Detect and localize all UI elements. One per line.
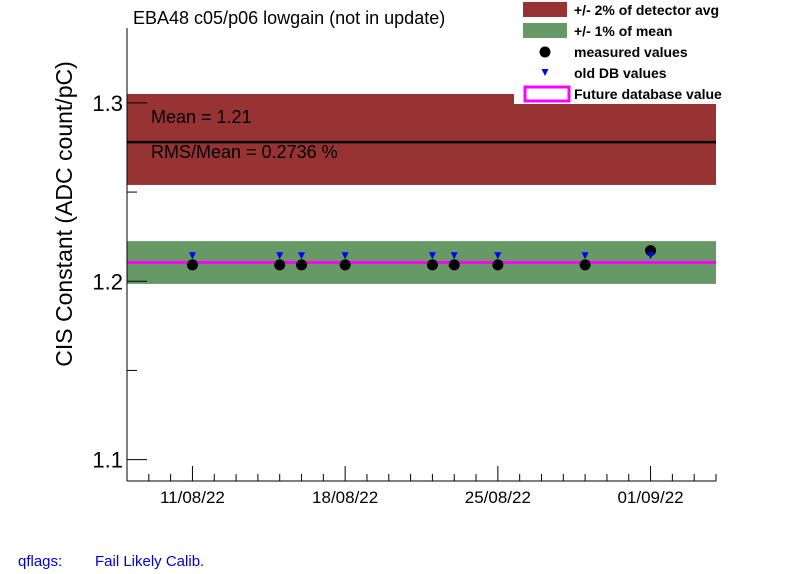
mean-annotation: Mean = 1.21 [151,107,252,127]
y-tick-label: 1.3 [92,91,123,116]
x-tick-label: 01/09/22 [617,488,683,507]
old-db-point [188,252,196,260]
old-db-point [581,252,589,260]
x-tick-label: 11/08/22 [160,488,225,507]
y-axis-label: CIS Constant (ADC count/pC) [51,61,77,367]
legend-label: +/- 2% of detector avg [574,2,719,18]
y-tick-label: 1.1 [92,448,123,473]
old-db-point [494,252,502,260]
qflags-value: Fail Likely Calib. [95,553,205,570]
old-db-point [450,252,458,260]
legend-label: Future database value [574,86,722,102]
qflags-label: qflags: [18,553,63,570]
measured-point [296,259,308,271]
legend-label: measured values [574,44,688,60]
legend: +/- 2% of detector avg +/- 1% of mean meas… [514,0,750,104]
measured-point [339,259,351,271]
legend-label: +/- 1% of mean [574,23,672,39]
chart-title: EBA48 c05/p06 lowgain (not in update) [133,8,445,28]
rms-annotation: RMS/Mean = 0.2736 % [151,142,338,162]
measured-point [448,259,460,271]
legend-swatch [541,69,549,76]
points-layer [186,245,657,271]
old-db-point [276,252,284,260]
detector-avg-band [127,93,716,185]
old-db-point [428,252,436,260]
measured-point [492,259,504,271]
reference-lines-layer [127,140,716,265]
legend-swatch [523,85,571,103]
y-tick-label: 1.2 [92,269,123,294]
measured-point [579,259,591,271]
measured-point [426,259,438,271]
x-tick-label: 25/08/22 [465,488,531,507]
old-db-point [647,252,655,260]
legend-swatch [523,2,567,17]
legend-swatch [523,23,567,38]
legend-label: old DB values [574,65,667,81]
x-tick-label: 18/08/22 [312,488,378,507]
old-db-point [341,252,349,260]
measured-point [274,259,286,271]
legend-swatch [539,46,551,58]
measured-point [186,259,198,271]
old-db-point [298,252,306,260]
axes-layer: 1.1 1.2 1.3 11/08/22 18/08/22 25/08/22 01/09/2… [92,28,717,507]
